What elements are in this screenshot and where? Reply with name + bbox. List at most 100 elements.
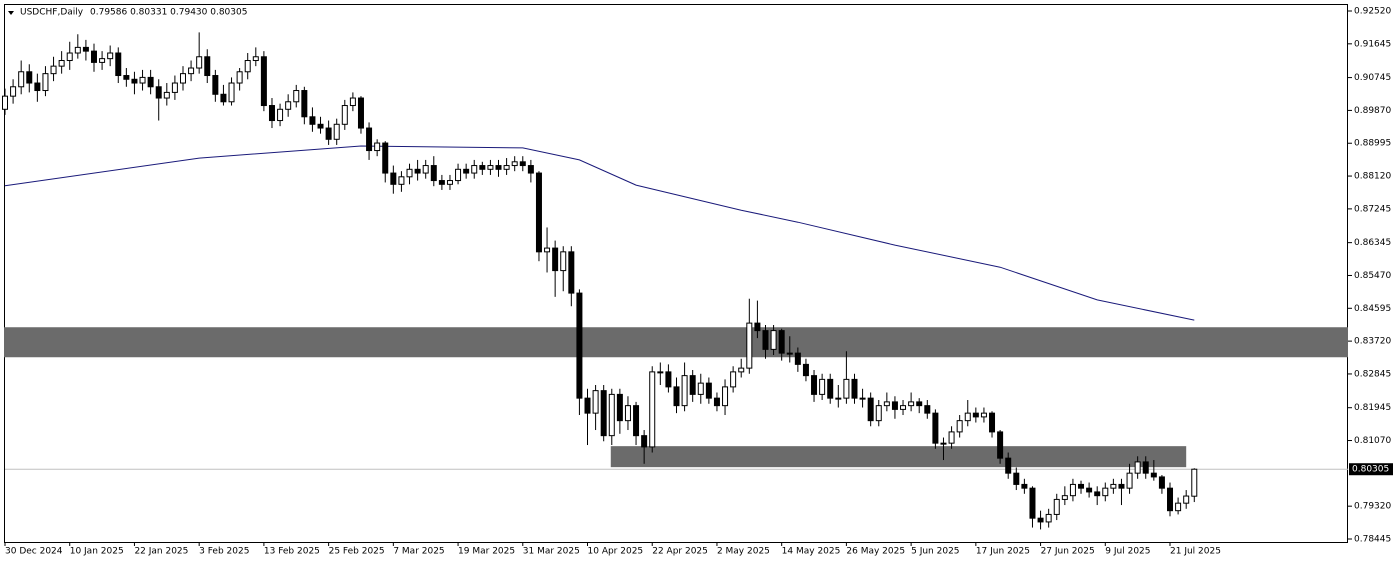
candle-body — [1021, 483, 1028, 489]
candle-body — [1061, 495, 1068, 500]
y-tick-label: 0.81945 — [1354, 403, 1391, 413]
candle-body — [438, 180, 445, 185]
candle-body — [163, 91, 170, 99]
candle-body — [1037, 517, 1044, 523]
candle-body — [568, 251, 575, 294]
candle-body — [34, 82, 41, 92]
candle-body — [697, 382, 704, 395]
candle-body — [1142, 461, 1149, 474]
candle-body — [819, 378, 826, 395]
candle-body — [341, 105, 348, 125]
header-values: 0.79586 0.80331 0.79430 0.80305 — [90, 8, 247, 18]
x-tick-label: 10 Jan 2025 — [70, 547, 124, 557]
y-tick-label: 0.81070 — [1354, 436, 1391, 446]
candle-body — [90, 50, 97, 63]
candle-body — [689, 375, 696, 395]
candle-body — [131, 78, 138, 84]
x-tick-label: 26 May 2025 — [846, 547, 905, 557]
y-tick-label: 0.87245 — [1354, 204, 1391, 214]
menu-icon[interactable] — [8, 11, 14, 15]
y-tick-label: 0.89870 — [1354, 106, 1391, 116]
candle-body — [66, 52, 73, 62]
x-tick-label: 22 Jan 2025 — [134, 547, 188, 557]
candle-body — [964, 412, 971, 422]
x-tick-label: 9 Jul 2025 — [1105, 547, 1150, 557]
candle-body — [18, 71, 25, 88]
candle-body — [924, 405, 931, 414]
candle-body — [463, 168, 470, 174]
candle-body — [535, 172, 542, 253]
candle-body — [851, 378, 858, 399]
candle-body — [406, 168, 413, 178]
candle-body — [746, 322, 753, 369]
candle-body — [1102, 487, 1109, 497]
x-tick-label: 27 Jun 2025 — [1041, 547, 1095, 557]
candle-body — [1005, 457, 1012, 474]
candle-body — [900, 405, 907, 410]
candle-body — [1126, 472, 1133, 489]
candle-body — [1078, 483, 1085, 489]
candle-body — [268, 105, 275, 122]
x-tick-label: 30 Dec 2024 — [5, 547, 63, 557]
x-tick-label: 22 Apr 2025 — [652, 547, 708, 557]
x-tick-label: 13 Feb 2025 — [264, 547, 320, 557]
candle-body — [883, 401, 890, 407]
candle-body — [705, 382, 712, 399]
candle-body — [778, 330, 785, 354]
candle-body — [1183, 495, 1190, 504]
candle-body — [147, 76, 154, 88]
candle-body — [786, 352, 793, 355]
candle-body — [123, 75, 130, 80]
candle-body — [891, 401, 898, 410]
candle-body — [212, 75, 219, 95]
y-tick-label: 0.79320 — [1354, 502, 1391, 512]
candle-body — [633, 405, 640, 437]
zone — [4, 327, 1348, 358]
candle-body — [1013, 472, 1020, 485]
y-tick-label: 0.88995 — [1354, 139, 1391, 149]
candle-body — [802, 363, 809, 377]
candle-body — [1094, 491, 1101, 497]
candle-body — [471, 165, 478, 174]
y-tick-label: 0.82845 — [1354, 369, 1391, 379]
candle-body — [317, 123, 324, 129]
x-tick-label: 19 Mar 2025 — [458, 547, 515, 557]
candle-body — [495, 165, 502, 170]
y-tick-label: 0.86345 — [1354, 238, 1391, 248]
candle-body — [665, 371, 672, 388]
x-tick-label: 2 May 2025 — [717, 547, 770, 557]
candle-body — [50, 65, 57, 75]
candle-body — [600, 390, 607, 437]
candle-body — [446, 180, 453, 185]
candle-body — [1134, 461, 1141, 474]
candle-body — [220, 93, 227, 103]
candle-body — [293, 90, 300, 103]
candle-body — [325, 127, 332, 140]
candle-body — [980, 412, 987, 418]
candle-body — [657, 371, 664, 374]
candle-body — [260, 56, 267, 107]
candle-body — [228, 82, 235, 103]
candle-body — [1069, 483, 1076, 497]
y-tick-label: 0.91645 — [1354, 39, 1391, 49]
candle-body — [1191, 468, 1198, 497]
candle-body — [196, 56, 203, 69]
x-tick-label: 5 Jun 2025 — [911, 547, 959, 557]
candle-body — [42, 73, 49, 92]
candle-body — [738, 367, 745, 373]
candle-body — [139, 76, 146, 84]
candle-body — [74, 46, 81, 54]
candle-body — [592, 390, 599, 414]
candle-body — [503, 165, 510, 170]
candle-body — [1045, 513, 1052, 523]
x-tick-label: 21 Jul 2025 — [1170, 547, 1221, 557]
candle-body — [867, 397, 874, 422]
y-tick-label: 0.88120 — [1354, 172, 1391, 182]
candle-body — [366, 127, 373, 152]
candle-body — [390, 172, 397, 185]
candle-body — [722, 386, 729, 407]
candle-body — [754, 322, 761, 332]
candle-body — [908, 401, 915, 407]
